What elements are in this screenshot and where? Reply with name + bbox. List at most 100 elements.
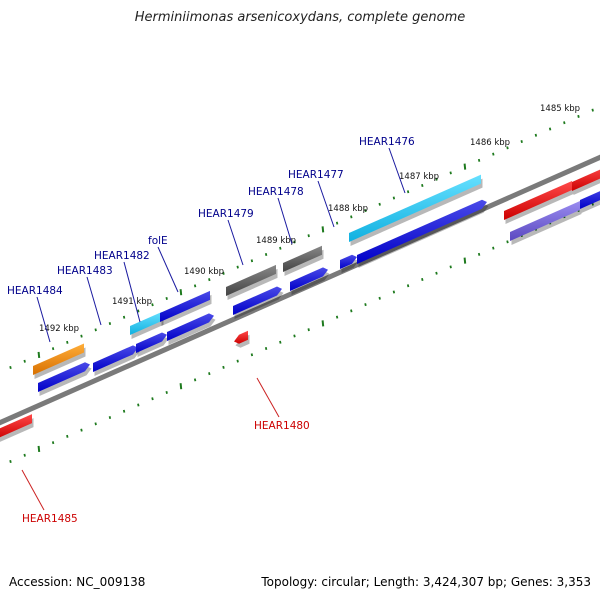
outer-tick-mark [222, 271, 225, 275]
kbp-label: 1488 kbp [328, 204, 368, 214]
gene-red [0, 414, 32, 438]
inner-tick-mark [378, 296, 381, 300]
outer-tick-mark [179, 289, 183, 296]
gene-cyan-long [349, 174, 481, 242]
outer-tick-mark [307, 234, 310, 238]
outer-tick-mark [364, 209, 367, 213]
gene-label: folE [148, 235, 168, 247]
gene-label-leader [388, 147, 406, 194]
inner-tick-mark [165, 390, 168, 394]
gene-label-leader [36, 296, 51, 343]
gene-blue [160, 290, 210, 322]
outer-tick-mark [463, 163, 467, 170]
outer-tick-mark [165, 296, 168, 300]
gene-label: HEAR1483 [57, 265, 113, 277]
outer-tick-mark [264, 253, 268, 257]
outer-tick-mark [51, 347, 55, 351]
outer-tick-mark [477, 158, 481, 162]
inner-tick-mark [477, 252, 481, 256]
inner-tick-mark [321, 320, 325, 327]
kbp-label: 1492 kbp [39, 324, 79, 334]
gene-blue-arrow [93, 345, 138, 372]
gene-label-leader [227, 219, 244, 266]
inner-tick-mark [492, 246, 495, 250]
gene-label-leader [317, 180, 335, 228]
outer-tick-mark [534, 133, 538, 137]
kbp-label: 1490 kbp [184, 267, 224, 277]
inner-tick-mark [151, 397, 154, 401]
outer-tick-mark [279, 246, 282, 250]
gene-red-small [234, 330, 248, 344]
inner-tick-mark [250, 353, 254, 357]
gene-orange [33, 343, 84, 375]
outer-tick-mark [108, 322, 112, 326]
outer-tick-mark [236, 265, 239, 269]
genome-backbone [0, 154, 600, 426]
outer-tick-mark [548, 127, 552, 131]
outer-tick-mark [406, 190, 410, 194]
outer-tick-mark [378, 202, 381, 206]
inner-tick-mark [293, 334, 296, 338]
inner-tick-mark [179, 383, 183, 390]
outer-tick-mark [421, 183, 424, 187]
gene-blue-arrow [136, 332, 167, 353]
gene-red [572, 169, 600, 191]
inner-tick-mark [137, 403, 140, 407]
outer-tick-mark [250, 259, 254, 263]
gene-label-leader [277, 197, 293, 245]
outer-tick-mark [591, 108, 594, 112]
kbp-label: 1489 kbp [256, 236, 296, 246]
gene-label: HEAR1480 [254, 420, 310, 432]
inner-tick-mark [350, 309, 353, 313]
gene-label: HEAR1478 [248, 186, 304, 198]
inner-tick-mark [9, 459, 12, 463]
gene-gray [226, 264, 276, 296]
gene-label: HEAR1485 [22, 513, 78, 525]
kbp-label: 1491 kbp [112, 297, 152, 307]
kbp-label: 1487 kbp [399, 172, 439, 182]
accession-text: Accession: NC_009138 [9, 575, 146, 589]
outer-tick-mark [9, 365, 12, 369]
gene-blue-arrow [38, 362, 90, 392]
gene-label-leader [256, 377, 280, 418]
outer-tick-mark [350, 215, 353, 219]
outer-tick-mark [449, 171, 452, 175]
gene-blue-arrow [233, 286, 282, 315]
outer-tick-mark [563, 121, 566, 125]
gene-label-leader [157, 246, 179, 293]
map-title: Herminiimonas arsenicoxydans, complete g… [134, 10, 466, 25]
inner-tick-mark [506, 240, 509, 244]
inner-tick-mark [406, 284, 410, 288]
inner-tick-mark [51, 441, 55, 445]
kbp-label: 1486 kbp [470, 138, 510, 148]
genome-summary-text: Topology: circular; Length: 3,424,307 bp… [261, 575, 591, 589]
gene-purple [510, 201, 580, 241]
gene-label: HEAR1484 [7, 285, 63, 297]
inner-tick-mark [94, 422, 97, 426]
inner-tick-mark [37, 445, 41, 453]
outer-tick-mark [80, 334, 83, 338]
outer-tick-mark [520, 140, 523, 144]
gene-cyan-small [130, 311, 162, 335]
outer-tick-mark [137, 309, 140, 313]
inner-tick-mark [449, 265, 452, 269]
inner-tick-mark [23, 453, 26, 457]
gene-label: HEAR1476 [359, 136, 415, 148]
inner-tick-mark [421, 277, 424, 281]
outer-tick-mark [492, 152, 495, 156]
gene-label-leader [86, 276, 102, 326]
gene-label: HEAR1477 [288, 169, 344, 181]
gene-label-leader [21, 469, 45, 511]
inner-tick-mark [236, 359, 239, 363]
inner-tick-mark [392, 290, 396, 294]
inner-tick-mark [66, 434, 69, 438]
outer-tick-mark [392, 196, 396, 200]
inner-tick-mark [208, 372, 211, 376]
gene-blue-arrow [167, 313, 214, 341]
inner-tick-mark [264, 347, 268, 351]
kbp-labels: 1485 kbp 1486 kbp 1487 kbp 1488 kbp 1489 kbp… [39, 104, 580, 334]
inner-tick-mark [108, 416, 112, 420]
outer-tick-mark [37, 351, 41, 359]
outer-tick-mark [577, 114, 580, 118]
